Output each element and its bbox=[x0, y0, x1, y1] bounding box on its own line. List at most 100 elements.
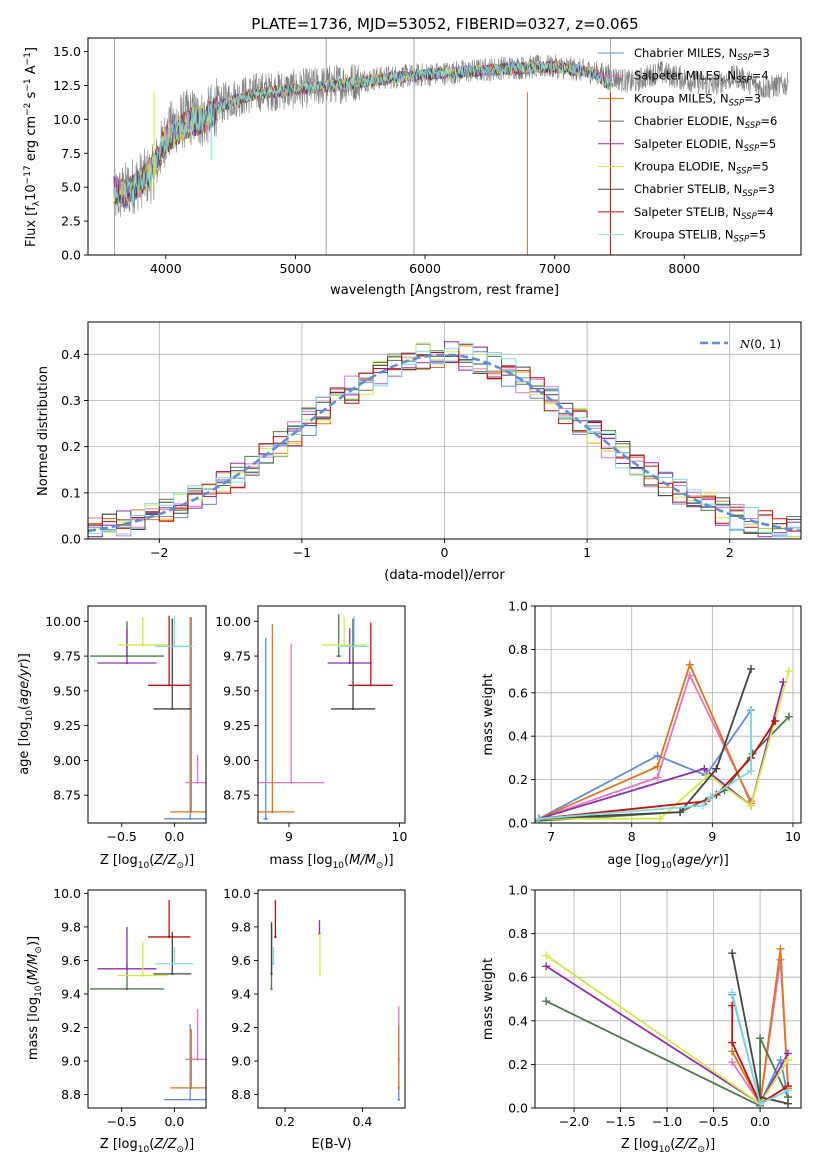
label-part: ( bbox=[17, 705, 32, 710]
legend-text: Kroupa MILES, N bbox=[634, 91, 729, 105]
x-tick-label: 0.4 bbox=[353, 1114, 373, 1129]
y-tick-label: 0.0 bbox=[508, 816, 528, 831]
data-point bbox=[167, 935, 171, 939]
data-marker bbox=[535, 814, 544, 823]
data-marker bbox=[783, 1056, 792, 1065]
data-marker bbox=[756, 1099, 765, 1108]
legend-entry: Chabrier ELODIE, NSSP=6 bbox=[634, 114, 777, 131]
data-marker bbox=[728, 988, 737, 997]
label-subscript: ⊙ bbox=[34, 946, 44, 954]
x-axis-label: Z [log10(Z/Z⊙)] bbox=[100, 853, 194, 871]
plot-area bbox=[90, 615, 206, 821]
label-part: age [log bbox=[17, 722, 32, 775]
label-part: ( bbox=[149, 853, 154, 868]
x-tick-label: 2 bbox=[726, 545, 734, 560]
y-tick-label: 10.00 bbox=[45, 614, 81, 629]
x-axis-label: Z [log10(Z/Z⊙)] bbox=[100, 1137, 194, 1155]
legend-text: Chabrier STELIB, N bbox=[634, 182, 742, 196]
y-tick-label: 0.0 bbox=[508, 1101, 528, 1116]
legend-subscript: SSP bbox=[741, 212, 757, 222]
y-tick-label: 8.8 bbox=[231, 1087, 251, 1102]
y-tick-label: 9.4 bbox=[231, 986, 251, 1001]
model-spectrum bbox=[113, 60, 611, 207]
legend-text: =5 bbox=[749, 228, 766, 242]
y-tick-label: 10.00 bbox=[215, 614, 251, 629]
legend-text: Salpeter MILES, N bbox=[634, 69, 736, 83]
mass-vs-extinction-panel: 0.2 0.4 8.8 9.0 9.2 9.4 9.6 9.8 10.0 E(B-V) bbox=[223, 886, 406, 1152]
y-tick-label: 0.0 bbox=[61, 532, 81, 547]
legend-text: Salpeter STELIB, N bbox=[634, 205, 741, 219]
data-point bbox=[167, 684, 171, 687]
data-point bbox=[397, 1098, 401, 1101]
y-tick-label: 0.1 bbox=[61, 485, 81, 500]
data-point bbox=[274, 935, 277, 939]
label-part: )] bbox=[184, 853, 194, 868]
data-marker bbox=[653, 762, 662, 771]
figure-title: PLATE=1736, MJD=53052, FIBERID=0327, z=0… bbox=[251, 15, 638, 33]
plot-area bbox=[542, 944, 792, 1108]
data-marker bbox=[655, 814, 664, 823]
data-point bbox=[190, 1086, 193, 1090]
x-axis-label: wavelength [Angstrom, rest frame] bbox=[330, 283, 559, 298]
label-part: ( bbox=[26, 980, 41, 985]
data-point bbox=[196, 1058, 199, 1061]
label-part: mass [log bbox=[269, 853, 332, 868]
plot-area bbox=[535, 660, 793, 823]
y-tick-label: 9.50 bbox=[223, 683, 251, 698]
legend-entry: Salpeter STELIB, NSSP=4 bbox=[634, 205, 774, 222]
label-part: ( bbox=[670, 1137, 675, 1152]
legend-text: =3 bbox=[758, 182, 775, 196]
data-point bbox=[270, 972, 273, 976]
data-point bbox=[352, 645, 356, 648]
y-tick-label: 9.6 bbox=[61, 953, 81, 968]
x-tick-label: −0.5 bbox=[107, 1114, 137, 1129]
label-part: age/yr bbox=[17, 662, 32, 705]
data-marker bbox=[728, 949, 737, 958]
label-subscript: ⊙ bbox=[176, 1145, 184, 1155]
legend-entry: Kroupa STELIB, NSSP=5 bbox=[634, 228, 766, 245]
y-tick-label: 0.3 bbox=[61, 393, 81, 408]
observed-spectrum bbox=[113, 54, 789, 218]
plot-area bbox=[88, 341, 801, 538]
x-tick-label: −2.0 bbox=[559, 1114, 589, 1129]
y-axis-label: mass weight bbox=[481, 673, 496, 755]
x-axis-label: mass [log10(M/M⊙)] bbox=[269, 853, 393, 871]
y-tick-label: 9.25 bbox=[53, 718, 81, 733]
data-point bbox=[171, 972, 174, 976]
data-point bbox=[264, 817, 267, 821]
label-subscript: 10 bbox=[659, 1145, 671, 1155]
gaussian-curve bbox=[88, 353, 801, 533]
data-marker bbox=[747, 801, 756, 810]
label-part: )] bbox=[184, 1137, 194, 1152]
label-subscript: 10 bbox=[25, 710, 35, 722]
label-part: ( bbox=[149, 1137, 154, 1152]
data-marker bbox=[747, 664, 756, 673]
legend-entry: Chabrier STELIB, NSSP=3 bbox=[634, 182, 775, 199]
axes-frame bbox=[257, 889, 406, 1109]
x-tick-label: −1 bbox=[293, 545, 311, 560]
y-tick-label: 9.4 bbox=[61, 986, 81, 1001]
x-tick-label: −0.5 bbox=[698, 1114, 728, 1129]
label-part: )] bbox=[705, 1137, 715, 1152]
label-part: Z [log bbox=[100, 1137, 138, 1152]
y-tick-label: 10.0 bbox=[223, 886, 251, 901]
label-subscript: 10 bbox=[660, 861, 672, 871]
data-point bbox=[125, 967, 129, 971]
data-point bbox=[188, 1098, 192, 1101]
x-axis-label: age [log10(age/yr)] bbox=[607, 853, 729, 871]
label-subscript: 10 bbox=[138, 861, 150, 871]
residual-histogram bbox=[88, 342, 801, 538]
label-part: )] bbox=[17, 653, 32, 663]
x-tick-label: 0 bbox=[441, 545, 449, 560]
mass-vs-metallicity-panel: −0.5 0.08.89.09.29.49.69.810.0Z [log10(Z/… bbox=[26, 886, 207, 1155]
y-tick-label: 0.0 bbox=[61, 248, 81, 263]
label-superscript: −1 bbox=[23, 52, 33, 65]
data-point bbox=[141, 643, 144, 647]
label-superscript: −1 bbox=[23, 78, 33, 91]
legend-entry: Kroupa MILES, NSSP=3 bbox=[634, 91, 761, 108]
x-axis-label: (data-model)/error bbox=[384, 568, 505, 583]
spectrum-panel: 4000 5000 6000 7000 8000 0.0 2.5 5.0 7.5 10.0 12.5… bbox=[23, 37, 802, 298]
y-tick-label: 8.75 bbox=[53, 788, 81, 803]
data-point bbox=[272, 962, 275, 965]
data-point bbox=[125, 661, 129, 665]
